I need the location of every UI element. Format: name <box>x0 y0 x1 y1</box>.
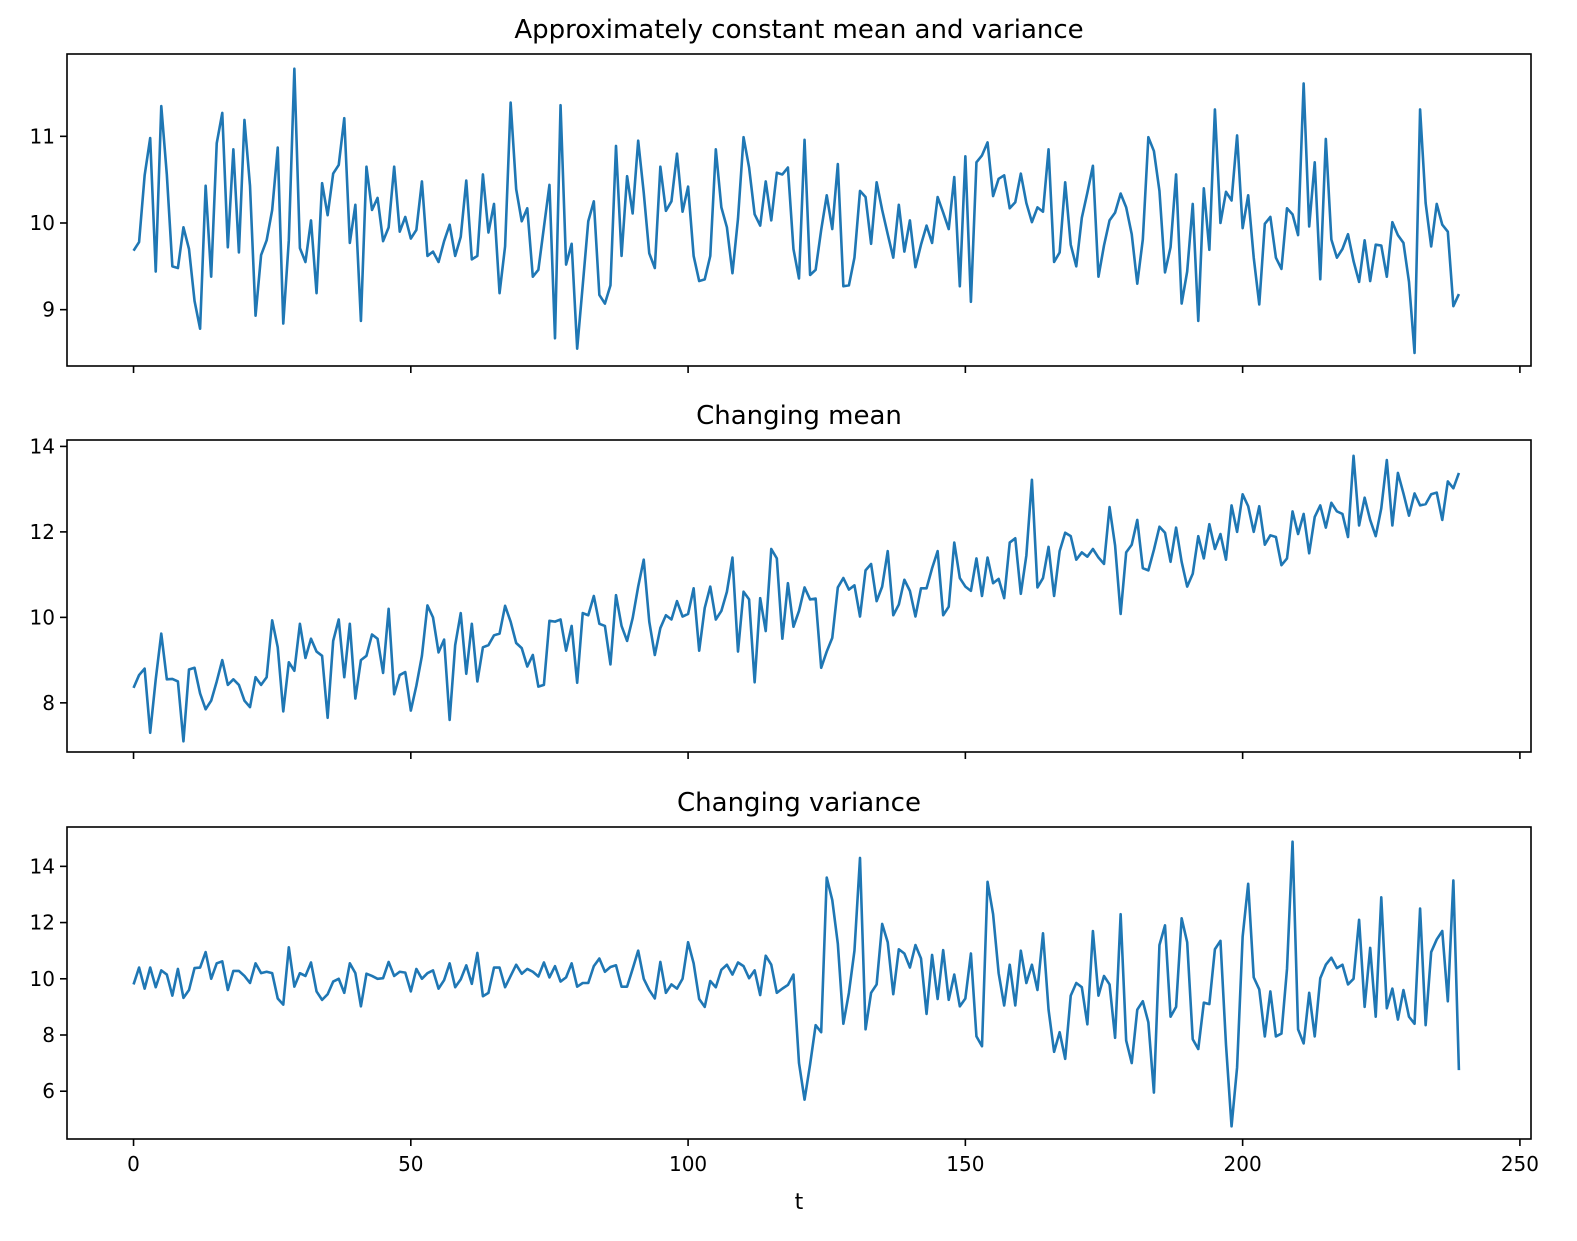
panel-title: Changing mean <box>696 401 902 431</box>
x-axis <box>132 366 1521 373</box>
panel-title: Approximately constant mean and variance <box>514 15 1083 45</box>
y-tick-label: 8 <box>42 1023 55 1047</box>
y-tick-label: 14 <box>30 434 55 458</box>
y-tick-label: 10 <box>30 967 55 991</box>
panel-changing-variance: Changing variance 6 8 10 12 14 0 50 100 150 200 2… <box>30 788 1539 1215</box>
panel-title: Changing variance <box>677 788 921 818</box>
y-tick-label: 10 <box>30 211 55 235</box>
y-tick-label: 10 <box>30 605 55 629</box>
y-axis: 6 8 10 12 14 <box>30 854 67 1103</box>
x-tick-label: 50 <box>398 1152 423 1176</box>
y-tick-label: 12 <box>30 911 55 935</box>
x-axis <box>132 752 1521 759</box>
series-line <box>132 67 1461 355</box>
y-axis: 8 10 12 14 <box>30 434 67 715</box>
y-tick-label: 8 <box>42 691 55 715</box>
y-tick-label: 9 <box>42 298 55 322</box>
x-tick-label: 150 <box>946 1152 984 1176</box>
series-line <box>132 840 1461 1128</box>
x-tick-label: 0 <box>127 1152 140 1176</box>
x-axis: 0 50 100 150 200 250 <box>127 1139 1539 1176</box>
panel-constant-mean-variance: Approximately constant mean and variance… <box>30 15 1532 373</box>
x-tick-label: 200 <box>1224 1152 1262 1176</box>
x-tick-label: 250 <box>1501 1152 1539 1176</box>
y-tick-label: 6 <box>42 1079 55 1103</box>
y-axis: 9 10 11 <box>30 124 67 322</box>
x-axis-label: t <box>795 1190 804 1215</box>
y-tick-label: 14 <box>30 854 55 878</box>
panel-changing-mean: Changing mean 8 10 12 14 <box>30 401 1532 759</box>
series-line <box>132 454 1461 743</box>
plot-frame <box>66 439 1532 753</box>
plot-frame <box>66 826 1532 1140</box>
y-tick-label: 12 <box>30 520 55 544</box>
x-tick-label: 100 <box>669 1152 707 1176</box>
y-tick-label: 11 <box>30 124 55 148</box>
plot-frame <box>66 53 1532 367</box>
